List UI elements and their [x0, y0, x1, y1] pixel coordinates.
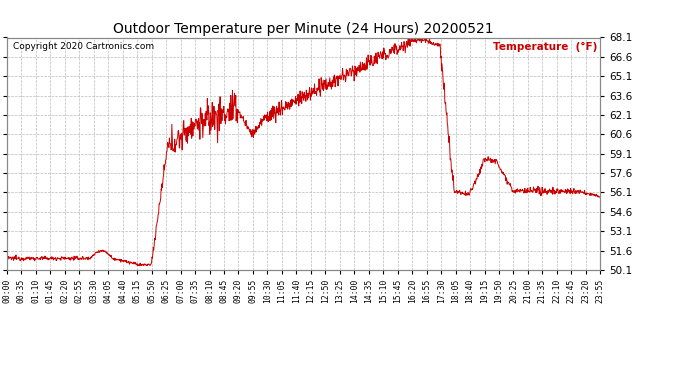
Text: Copyright 2020 Cartronics.com: Copyright 2020 Cartronics.com [13, 42, 154, 51]
Title: Outdoor Temperature per Minute (24 Hours) 20200521: Outdoor Temperature per Minute (24 Hours… [113, 22, 494, 36]
Text: Temperature  (°F): Temperature (°F) [493, 42, 598, 52]
